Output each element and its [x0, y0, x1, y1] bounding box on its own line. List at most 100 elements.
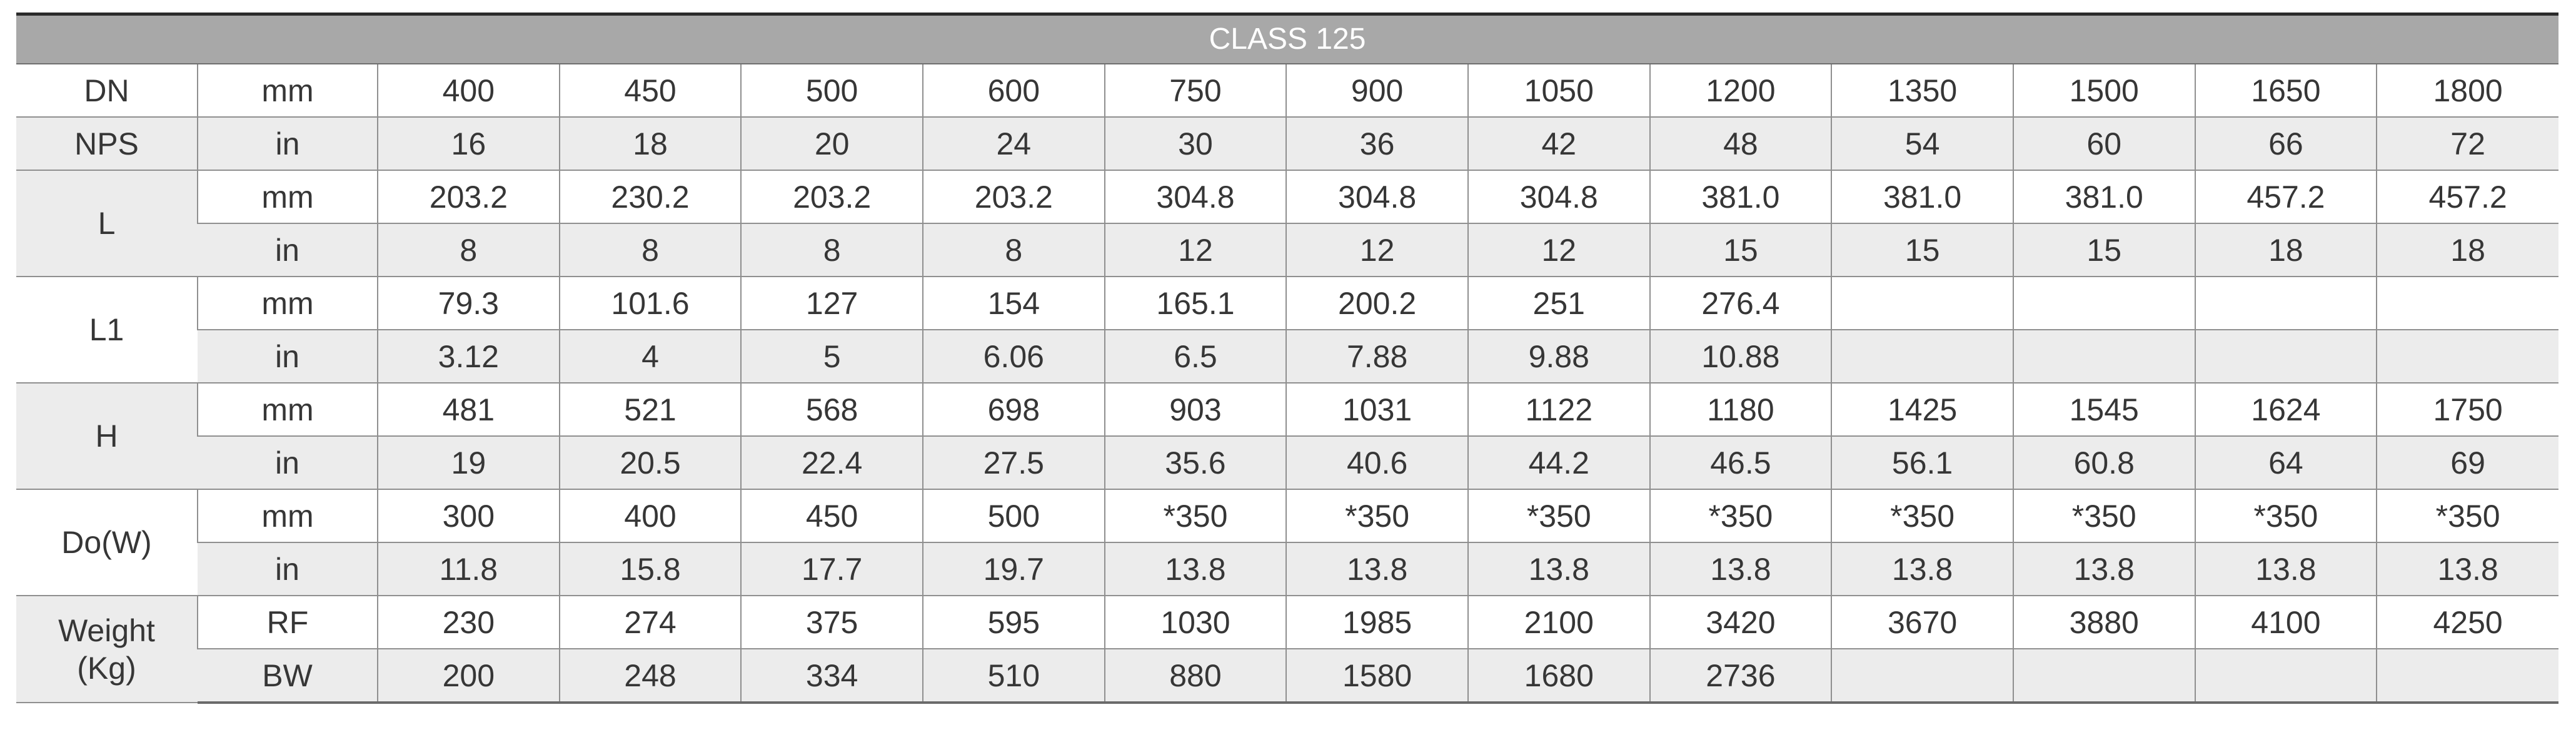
- value-cell: *350: [2194, 489, 2377, 543]
- value-cell: 11.8: [377, 542, 560, 596]
- value-cell: *350: [1285, 489, 1468, 543]
- value-cell: 698: [922, 383, 1105, 437]
- value-cell: 500: [922, 489, 1105, 543]
- value-cell: 450: [740, 489, 923, 543]
- value-cell: 79.3: [377, 277, 560, 330]
- value-cell: 165.1: [1104, 277, 1287, 330]
- value-cell: 35.6: [1104, 436, 1287, 490]
- unit-cell: mm: [197, 277, 378, 330]
- table-body: DN mm 400 450 500 600 750 900 1050 1200 1350 1500 16…: [16, 64, 2558, 704]
- value-cell: 9.88: [1467, 330, 1650, 384]
- value-cell: 19.7: [922, 542, 1105, 596]
- value-cell: 200: [377, 649, 560, 704]
- value-cell: 1350: [1831, 64, 2013, 118]
- unit-cell: mm: [197, 489, 378, 543]
- row-label-nps: NPS: [16, 117, 198, 171]
- value-cell: 334: [740, 649, 923, 704]
- unit-cell: mm: [197, 64, 378, 118]
- value-cell: 400: [558, 489, 742, 543]
- value-cell: 300: [377, 489, 560, 543]
- value-cell: 15.8: [558, 542, 742, 596]
- value-cell: 3880: [2012, 596, 2195, 649]
- table-row: Weight (Kg) RF 230 274 375 595 1030 1985 2100 3420…: [16, 596, 2558, 703]
- value-cell: 230: [377, 596, 560, 649]
- value-cell: 203.2: [922, 170, 1105, 224]
- value-cell: 304.8: [1285, 170, 1468, 224]
- value-cell: 13.8: [2194, 542, 2377, 596]
- value-cell: 2100: [1467, 596, 1650, 649]
- value-cell: 24: [922, 117, 1105, 171]
- value-cell: 248: [558, 649, 742, 704]
- value-cell: 13.8: [1467, 542, 1650, 596]
- value-cell: 251: [1467, 277, 1650, 330]
- value-cell: 200.2: [1285, 277, 1468, 330]
- value-cell: 203.2: [740, 170, 923, 224]
- value-cell: 304.8: [1104, 170, 1287, 224]
- value-cell: [2376, 330, 2558, 384]
- table-row: in 11.8 15.8 17.7 19.7 13.8 13.8 13.8 13.8 13.8 13…: [16, 542, 2558, 596]
- spec-table-container: CLASS 125 DN mm 400 450 500 600 750 900 1050 1200…: [16, 13, 2558, 704]
- value-cell: 12: [1467, 223, 1650, 277]
- value-cell: 8: [558, 223, 742, 277]
- value-cell: *350: [2376, 489, 2558, 543]
- value-cell: 13.8: [1104, 542, 1287, 596]
- value-cell: 20: [740, 117, 923, 171]
- value-cell: 903: [1104, 383, 1287, 437]
- row-label-dn: DN: [16, 64, 198, 118]
- row-label-h: H: [16, 383, 198, 490]
- unit-cell: in: [197, 117, 378, 171]
- value-cell: 510: [922, 649, 1105, 704]
- value-cell: 304.8: [1467, 170, 1650, 224]
- table-row: in 8 8 8 8 12 12 12 15 15 15 18 18: [16, 223, 2558, 277]
- value-cell: 3.12: [377, 330, 560, 384]
- table-row: Do(W) mm 300 400 450 500 *350 *350 *350 *350 *350 *…: [16, 489, 2558, 596]
- value-cell: 5: [740, 330, 923, 384]
- value-cell: 15: [1649, 223, 1832, 277]
- value-cell: 1750: [2376, 383, 2558, 437]
- value-cell: 880: [1104, 649, 1287, 704]
- value-cell: 600: [922, 64, 1105, 118]
- table-row: BW 200 248 334 510 880 1580 1680 2736: [16, 649, 2558, 704]
- value-cell: 8: [922, 223, 1105, 277]
- value-cell: [1831, 277, 2013, 330]
- class-125-spec-table: CLASS 125 DN mm 400 450 500 600 750 900 1050 1200…: [16, 13, 2558, 704]
- value-cell: [2376, 277, 2558, 330]
- value-cell: 60: [2012, 117, 2195, 171]
- value-cell: [2194, 330, 2377, 384]
- value-cell: 64: [2194, 436, 2377, 490]
- value-cell: 381.0: [1649, 170, 1832, 224]
- table-title: CLASS 125: [16, 13, 2558, 64]
- value-cell: 72: [2376, 117, 2558, 171]
- value-cell: 276.4: [1649, 277, 1832, 330]
- unit-cell: in: [198, 223, 378, 277]
- value-cell: 1580: [1285, 649, 1468, 704]
- value-cell: 1031: [1285, 383, 1468, 437]
- value-cell: [2194, 277, 2377, 330]
- value-cell: *350: [1831, 489, 2013, 543]
- value-cell: 46.5: [1649, 436, 1832, 490]
- unit-cell: BW: [198, 649, 378, 704]
- value-cell: 375: [740, 596, 923, 649]
- value-cell: 42: [1467, 117, 1650, 171]
- value-cell: *350: [1649, 489, 1832, 543]
- value-cell: 101.6: [558, 277, 742, 330]
- value-cell: 13.8: [1649, 542, 1832, 596]
- value-cell: 595: [922, 596, 1105, 649]
- value-cell: 27.5: [922, 436, 1105, 490]
- value-cell: 750: [1104, 64, 1287, 118]
- value-cell: 8: [377, 223, 560, 277]
- unit-cell: in: [198, 436, 378, 490]
- value-cell: 3420: [1649, 596, 1832, 649]
- value-cell: 44.2: [1467, 436, 1650, 490]
- unit-cell: mm: [197, 170, 378, 224]
- value-cell: 18: [2376, 223, 2558, 277]
- value-cell: 1650: [2194, 64, 2377, 118]
- value-cell: [1831, 330, 2013, 384]
- value-cell: 13.8: [1285, 542, 1468, 596]
- value-cell: 481: [377, 383, 560, 437]
- value-cell: 60.8: [2012, 436, 2195, 490]
- value-cell: 69: [2376, 436, 2558, 490]
- value-cell: [2012, 649, 2195, 704]
- value-cell: 17.7: [740, 542, 923, 596]
